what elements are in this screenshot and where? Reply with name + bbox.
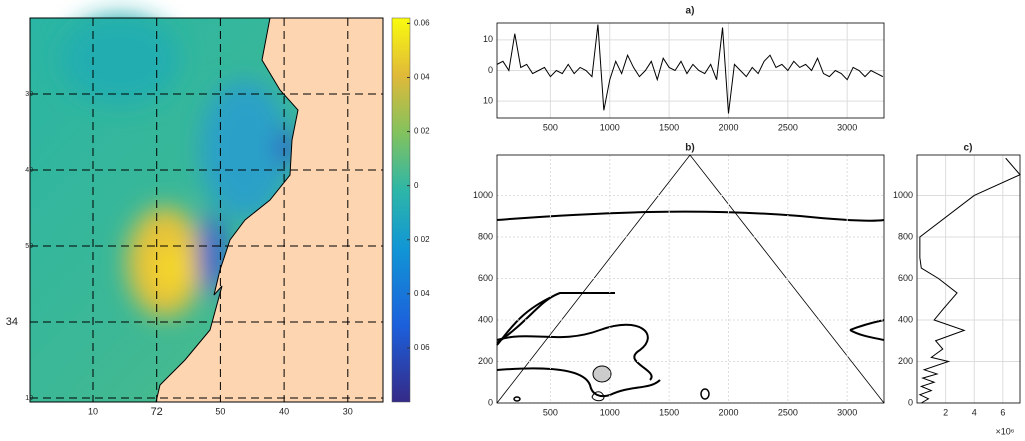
panel-title: b) [685, 143, 694, 154]
y-tick-label: 400 [478, 314, 493, 324]
x-tick-label: 1500 [659, 122, 679, 132]
y-tick-label: 1000 [473, 190, 493, 200]
colorbar-tick-label: 0 02 [414, 235, 430, 244]
x-tick-label: 500 [543, 122, 558, 132]
y-tick-label: 800 [898, 231, 913, 241]
y-tick-label: 600 [898, 273, 913, 283]
line [918, 157, 1021, 404]
x-tick-label: 4 [972, 407, 977, 417]
x-tick-label: 6 [1000, 407, 1005, 417]
cone-of-influence [496, 154, 885, 404]
plot-frame [916, 154, 1021, 404]
plot-frame [496, 154, 885, 404]
panel-title: a) [686, 6, 695, 17]
colorbar-tick-label: 0 04 [414, 73, 430, 82]
y-tick-label: 10 [483, 96, 493, 106]
wavelet-contours [496, 210, 885, 402]
x-tick-label: 40 [279, 406, 289, 416]
y-tick-label: 200 [898, 356, 913, 366]
x-tick-label: 30 [343, 406, 353, 416]
y-tick-label: 800 [478, 231, 493, 241]
y-tick-label: 600 [478, 273, 493, 283]
y-tick-label: 200 [478, 356, 493, 366]
x-tick-label: 1000 [600, 407, 620, 417]
x-tick-label: 1500 [659, 407, 679, 417]
plot-frame [496, 22, 885, 119]
y-tick-label: 0 [488, 65, 493, 75]
colorbar-tick-label: 0 [414, 181, 419, 190]
y-tick-label: 50 [25, 243, 33, 250]
colorbar-tick-label: 0 04 [414, 289, 430, 298]
y-tick-label: 40 [25, 167, 33, 174]
x-tick-label: 1000 [600, 122, 620, 132]
y-tick-label: 34 [6, 316, 18, 328]
x-tick-label: 50 [215, 406, 225, 416]
colorbar-tick-label: 0 06 [414, 343, 430, 352]
colorbar [391, 17, 411, 403]
x-tick-label: 3000 [837, 407, 857, 417]
y-tick-label: 400 [898, 314, 913, 324]
x-tick-label: 2500 [778, 407, 798, 417]
x-tick-label: 10 [88, 406, 98, 416]
y-tick-label: 0 [908, 397, 913, 407]
y-tick-label: 10 [483, 34, 493, 44]
line [496, 24, 884, 114]
y-tick-label: 10 [25, 395, 33, 402]
y-tick-label: 1000 [893, 190, 913, 200]
x-tick-label: 2000 [718, 407, 738, 417]
x-tick-label: 500 [543, 407, 558, 417]
map-frame [29, 17, 384, 403]
x-tick-label: 2000 [718, 122, 738, 132]
y-tick-label: 30 [25, 91, 33, 98]
panel-title: c) [964, 143, 973, 154]
x-tick-label: 72 [151, 406, 163, 418]
colorbar-tick-label: 0 02 [414, 127, 430, 136]
x-tick-label: 2 [943, 407, 948, 417]
colorbar-tick-label: 0.06 [414, 19, 430, 28]
y-tick-label: 0 [488, 397, 493, 407]
x-exponent: ×10⁶ [996, 426, 1015, 436]
map-panel [29, 15, 411, 403]
x-tick-label: 3000 [837, 122, 857, 132]
x-tick-label: 2500 [778, 122, 798, 132]
